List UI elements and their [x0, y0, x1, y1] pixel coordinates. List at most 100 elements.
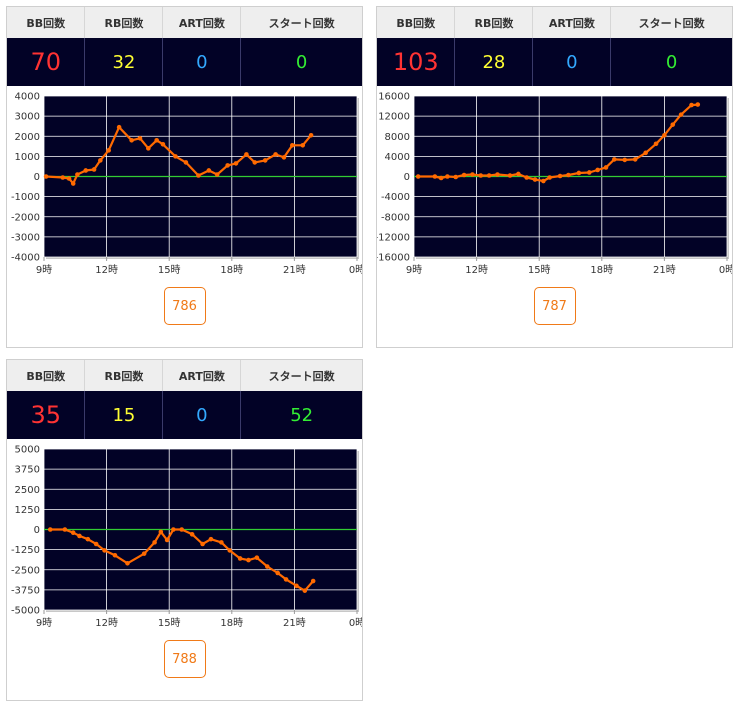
data-point — [566, 172, 571, 178]
bb-count-value: 35 — [7, 391, 86, 439]
payout-chart: 16000 12000 8000 4000 0 -4000 -8000 -12000 -1600… — [377, 92, 732, 277]
data-point — [160, 142, 166, 147]
data-point — [164, 537, 170, 543]
data-point — [91, 167, 97, 172]
x-tick-label: 12時 — [95, 264, 118, 276]
rb-count-header: RB回数 — [84, 360, 164, 391]
data-point — [653, 141, 659, 147]
y-tick-label: -8000 — [381, 212, 410, 223]
data-point — [141, 551, 147, 556]
bb-count-header: BB回数 — [7, 360, 86, 391]
y-tick-label: 2500 — [15, 485, 40, 496]
rb-count-value: 28 — [454, 38, 534, 86]
start-count-value: 0 — [610, 38, 732, 86]
data-point — [206, 168, 212, 173]
data-point — [438, 175, 444, 181]
y-tick-label: 16000 — [378, 92, 410, 103]
data-point — [219, 540, 224, 545]
x-tick-label: 18時 — [590, 264, 613, 276]
machine-number-button[interactable]: 788 — [163, 640, 206, 678]
data-point — [75, 172, 80, 177]
y-tick-label: 0 — [34, 172, 40, 183]
data-point — [532, 177, 538, 182]
data-point — [507, 173, 513, 178]
data-point — [214, 172, 220, 177]
data-point — [415, 174, 421, 179]
data-point — [225, 163, 230, 168]
data-point — [547, 175, 552, 180]
data-point — [453, 174, 459, 180]
x-tick-label: 12時 — [465, 264, 488, 276]
data-point — [432, 174, 438, 179]
y-tick-label: -2000 — [11, 212, 40, 223]
y-tick-label: 8000 — [385, 132, 410, 143]
machine-number-button[interactable]: 787 — [533, 287, 576, 325]
y-tick-label: 5000 — [15, 445, 40, 456]
data-point — [622, 157, 628, 163]
data-point — [524, 175, 529, 180]
data-point — [106, 148, 111, 153]
data-point — [237, 556, 243, 561]
data-point — [70, 530, 76, 536]
data-point — [93, 541, 99, 547]
machine-number-button[interactable]: 786 — [163, 287, 206, 325]
data-point — [603, 165, 609, 170]
y-tick-label: -3750 — [11, 585, 40, 596]
data-point — [246, 557, 251, 563]
art-count-value: 0 — [162, 391, 242, 439]
data-point — [146, 146, 151, 151]
start-count-header: スタート回数 — [240, 7, 362, 38]
data-point — [179, 527, 185, 532]
data-point — [154, 137, 159, 143]
rb-count-header: RB回数 — [454, 7, 534, 38]
data-point — [43, 174, 49, 179]
data-point — [302, 588, 308, 593]
data-point — [576, 170, 582, 176]
y-tick-label: -3000 — [11, 232, 40, 243]
y-tick-label: 4000 — [385, 152, 410, 163]
rb-count-header: RB回数 — [84, 7, 164, 38]
x-tick-label: 21時 — [283, 264, 306, 276]
y-tick-label: 0 — [34, 525, 40, 536]
data-point — [290, 143, 295, 148]
data-point — [294, 583, 299, 589]
bb-count-value: 103 — [377, 38, 456, 86]
data-point — [308, 132, 314, 138]
data-point — [129, 137, 134, 143]
data-point — [300, 143, 306, 148]
stats-table: BB回数 RB回数 ART回数 スタート回数 35 15 0 52 — [7, 360, 362, 439]
data-point — [541, 178, 546, 184]
start-count-header: スタート回数 — [610, 7, 732, 38]
data-point — [273, 152, 278, 157]
y-tick-label: -16000 — [377, 253, 410, 264]
start-count-value: 52 — [240, 391, 362, 439]
data-point — [595, 167, 600, 173]
data-point — [173, 154, 178, 159]
data-point — [662, 132, 667, 138]
y-tick-label: -1000 — [11, 192, 40, 203]
x-tick-label: 12時 — [95, 617, 118, 629]
y-tick-label: 3000 — [15, 112, 40, 123]
data-point — [183, 160, 189, 165]
x-tick-label: 9時 — [36, 264, 52, 276]
data-point — [66, 176, 72, 181]
x-tick-label: 0時 — [719, 264, 732, 276]
data-point — [83, 168, 89, 173]
data-point — [486, 173, 492, 178]
data-point — [557, 173, 563, 179]
data-point — [632, 157, 638, 162]
x-tick-label: 21時 — [283, 617, 306, 629]
data-point — [233, 161, 239, 166]
art-count-value: 0 — [532, 38, 612, 86]
x-tick-label: 0時 — [349, 264, 362, 276]
bb-count-header: BB回数 — [7, 7, 86, 38]
y-tick-label: 0 — [404, 172, 410, 183]
y-tick-label: -4000 — [381, 192, 410, 203]
y-tick-label: 1250 — [15, 505, 40, 516]
data-point — [445, 174, 450, 179]
data-point — [586, 170, 592, 175]
data-point — [102, 548, 107, 553]
y-tick-label: -2500 — [11, 565, 40, 576]
